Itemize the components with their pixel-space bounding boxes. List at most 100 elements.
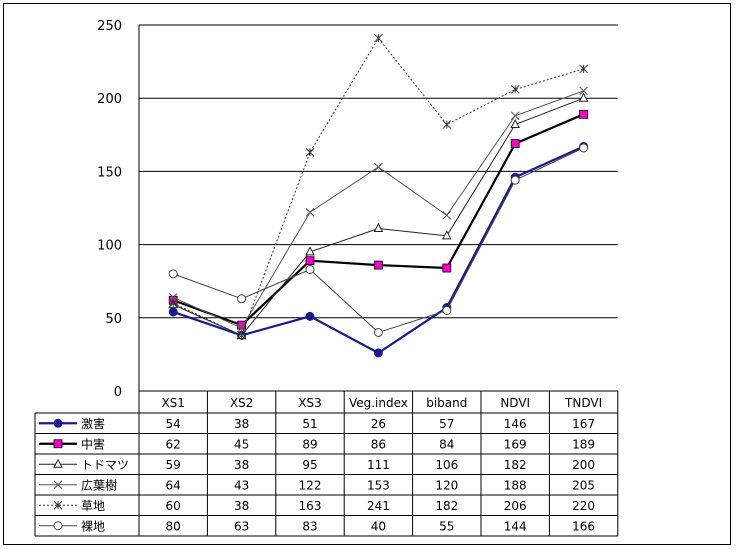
data-point [373,348,383,358]
legend-key-6 [39,521,77,531]
data-point [579,64,588,74]
series-line [173,147,584,334]
table-value: 241 [367,499,390,513]
table-value: 189 [572,437,595,451]
table-value: 120 [435,478,458,492]
table-value: 188 [504,478,527,492]
table-value: 106 [435,458,458,472]
x-category-label: TNDVI [564,396,602,410]
x-category-label: NDVI [500,396,530,410]
data-point [510,139,520,148]
data-point [442,263,452,273]
data-point [374,33,383,43]
data-point [237,331,246,340]
y-tick-label: 200 [97,92,122,107]
legend-key-1 [39,418,77,428]
data-point [168,307,178,317]
table-value: 205 [572,478,595,492]
data-point [374,162,383,172]
series-6 [168,143,589,337]
table-value: 38 [234,499,249,513]
table-value: 182 [504,458,527,472]
table-value: 57 [439,417,454,431]
series-line [172,97,584,336]
data-point [53,418,63,428]
table-value: 166 [572,519,595,533]
table-value: 54 [166,417,181,431]
table-value: 83 [302,519,317,533]
table-value: 95 [302,458,317,472]
legend-label: 草地 [81,499,105,513]
x-category-label: Veg.index [349,396,408,410]
table-value: 64 [166,478,181,492]
legend-label: 激害 [81,416,105,431]
x-category-label: XS3 [298,396,321,410]
data-point [510,118,521,129]
data-point [510,85,520,94]
series-3 [168,92,589,339]
series-2 [168,109,588,330]
table-value: 38 [234,417,249,431]
data-point [237,323,246,333]
legend-label: 裸地 [81,518,105,533]
table-value: 55 [439,519,454,533]
table-value: 86 [371,437,386,451]
data-point [305,264,315,274]
table-value: 206 [504,499,527,513]
legend-label: トドマツ [81,458,129,472]
table-value: 60 [166,499,181,513]
data-point [441,230,452,240]
table-value: 40 [371,519,386,533]
series-lines [168,33,589,358]
x-category-label: XS2 [230,396,253,410]
series-line [172,90,584,329]
data-point [442,210,452,220]
data-point [305,208,315,217]
data-point [579,86,588,96]
table-value: 163 [299,499,322,513]
y-tick-label: 150 [97,165,122,180]
table-value: 63 [234,519,249,533]
legend-key-4 [39,480,77,490]
data-point [237,320,247,330]
x-category-label: XS1 [161,396,184,410]
data-point [53,480,63,490]
data-point [305,148,315,157]
data-point [373,327,383,337]
series-1 [168,142,589,358]
table-value: 182 [435,499,458,513]
y-axis: 0 50 100 150 200 250 [97,19,122,400]
gridlines [139,24,618,319]
table-value: 62 [166,437,181,451]
y-tick-label: 50 [105,312,122,327]
data-point [168,269,178,279]
series-line [172,37,584,337]
data-point [510,175,520,185]
data-point [53,500,63,510]
table-value: 26 [371,417,386,431]
table-value: 43 [234,478,249,492]
y-tick-label: 100 [97,239,122,254]
data-point [373,260,383,270]
table-value: 144 [504,519,527,533]
table-value: 89 [302,437,317,451]
data-point [237,294,247,304]
table-value: 45 [234,437,249,451]
table-value: 80 [166,519,181,533]
table-value: 169 [504,437,527,451]
data-point [305,311,315,321]
series-5 [168,33,588,340]
data-point [53,458,63,468]
data-point [579,109,588,119]
data-point [510,111,520,121]
legend-key-5 [39,500,77,510]
table-value: 200 [572,458,595,472]
data-point [53,439,63,449]
data-point [442,305,452,315]
table-value: 220 [572,499,595,513]
chart-frame [3,3,731,545]
data-point [168,298,178,308]
data-table: XS1 XS2 XS3 Veg.index biband NDVI TNDVI 激害 54 38 5… [34,25,619,537]
data-point [578,92,589,102]
